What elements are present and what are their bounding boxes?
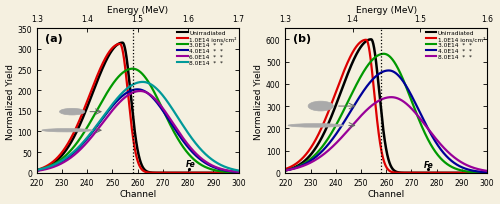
Text: (b): (b) [294, 33, 312, 43]
Ellipse shape [288, 124, 344, 128]
Y-axis label: Normalized Yield: Normalized Yield [254, 63, 263, 139]
Ellipse shape [308, 102, 334, 111]
Text: Fe: Fe [424, 160, 434, 169]
X-axis label: Channel: Channel [368, 190, 405, 198]
Text: (a): (a) [45, 33, 62, 43]
Legend: Unirradiated, 1.0E14 ions/cm², 3.0E14  *  *, 4.0E14  *  *, 6.0E14  *  *, 8.0E14 : Unirradiated, 1.0E14 ions/cm², 3.0E14 * … [176, 30, 238, 67]
Ellipse shape [60, 109, 84, 115]
X-axis label: Channel: Channel [119, 190, 156, 198]
Text: Fe: Fe [186, 159, 196, 168]
Ellipse shape [42, 129, 92, 132]
X-axis label: Energy (MeV): Energy (MeV) [107, 6, 168, 14]
X-axis label: Energy (MeV): Energy (MeV) [356, 6, 417, 14]
Legend: Unirradiated, 1.0E14 ions/cm², 3.0E14  *  *, 4.0E14  *  *, 8.0E14  *  *: Unirradiated, 1.0E14 ions/cm², 3.0E14 * … [425, 30, 486, 61]
Y-axis label: Normalized Yield: Normalized Yield [6, 63, 15, 139]
